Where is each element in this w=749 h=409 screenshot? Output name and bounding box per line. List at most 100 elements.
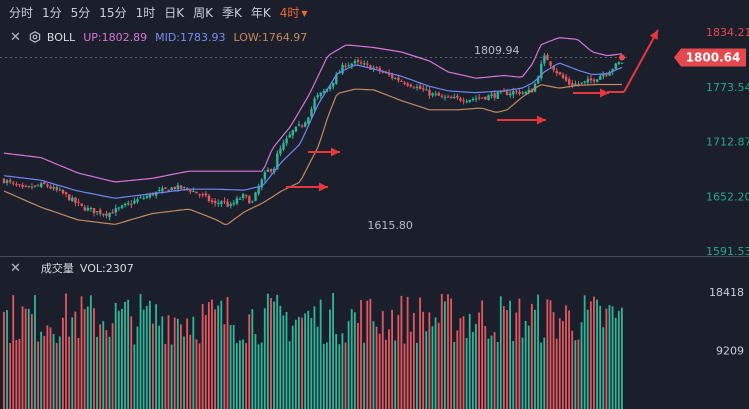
volume-bar (599, 305, 602, 409)
volume-bar (65, 293, 67, 409)
candle-body (148, 193, 152, 198)
candle-body (86, 207, 90, 211)
candle-body (369, 65, 372, 70)
volume-bar (195, 339, 198, 409)
boll-mid-value: MID:1783.93 (155, 30, 226, 44)
volume-bar (304, 313, 307, 409)
candle-body (21, 184, 24, 187)
candle-body (254, 192, 257, 201)
volume-bar (515, 312, 518, 409)
candle-body (186, 187, 189, 189)
volume-bar (589, 301, 592, 409)
last-price-dot (619, 54, 625, 61)
tab-5[interactable]: 日K (164, 4, 184, 21)
volume-bar (611, 306, 614, 409)
volume-bar (105, 330, 108, 409)
volume-bar (350, 309, 353, 409)
candle-body (89, 208, 93, 210)
candle-body (527, 89, 531, 93)
timeframe-tabs: 分时 1分 5分 15分 1时 日K 周K 季K 年K 4时 ▼ (0, 0, 749, 24)
volume-bar (18, 338, 21, 409)
candle-body (571, 83, 574, 86)
candle-body (111, 212, 114, 214)
candle-body (449, 96, 453, 99)
volume-bar (164, 343, 167, 409)
candle-body (68, 194, 71, 201)
candle-body (245, 195, 248, 197)
candle-body (282, 143, 285, 150)
tab-0[interactable]: 分时 (9, 4, 33, 21)
candle-body (611, 69, 614, 72)
volume-bar (490, 335, 493, 409)
candle-body (136, 199, 139, 202)
volume-bar (235, 343, 238, 409)
candle-body (403, 82, 406, 84)
candle-body (316, 95, 319, 98)
volume-bar (152, 323, 154, 409)
tab-9[interactable]: 4时 ▼ (280, 4, 308, 21)
candle-body (577, 83, 580, 85)
candle-body (133, 200, 136, 204)
volume-bar (89, 295, 92, 409)
candle-body (335, 74, 338, 84)
volume-bar (198, 343, 201, 409)
volume-bar (422, 311, 425, 409)
volume-bar (21, 306, 24, 409)
volume-bar (353, 312, 356, 409)
candle-body (229, 204, 232, 206)
candle-body (64, 192, 68, 195)
candle-body (291, 130, 295, 136)
volume-bar (586, 309, 589, 409)
candle-body (210, 200, 214, 203)
tab-7[interactable]: 季K (222, 4, 242, 21)
volume-bar (496, 342, 499, 409)
candle-body (207, 195, 211, 202)
price-axis-label: 1834.21 (706, 26, 749, 39)
volume-bar (614, 317, 617, 409)
tab-6[interactable]: 周K (193, 4, 213, 21)
volume-bar (117, 310, 120, 409)
candle-body (201, 194, 204, 196)
volume-value: VOL:2307 (79, 261, 134, 275)
volume-bar (518, 298, 521, 409)
volume-bar (447, 294, 449, 409)
volume-bar (176, 318, 179, 409)
volume-bar (462, 316, 465, 409)
tab-4[interactable]: 1时 (136, 4, 156, 21)
volume-bar (43, 335, 46, 409)
volume-bar (46, 325, 49, 409)
candle-body (509, 93, 512, 96)
volume-bar (484, 326, 487, 409)
current-price-tag (674, 48, 746, 67)
candle-body (387, 72, 391, 75)
candle-body (170, 187, 173, 191)
volume-bar (593, 296, 595, 409)
tab-8[interactable]: 年K (251, 4, 271, 21)
candle-body (276, 153, 279, 170)
candle-body (366, 63, 369, 65)
volume-bar (428, 312, 431, 409)
candle-body (266, 169, 270, 172)
candle-body (549, 61, 552, 66)
arrow-3-head (537, 115, 546, 125)
candle-body (176, 185, 180, 190)
volume-bar (24, 308, 27, 409)
tab-2[interactable]: 5分 (71, 4, 91, 21)
volume-bar (266, 293, 269, 409)
candle-body (61, 190, 65, 194)
volume-bar (332, 293, 334, 409)
boll-lower-line (3, 83, 622, 226)
tab-3[interactable]: 15分 (99, 4, 126, 21)
close-volume-icon[interactable]: ✕ (10, 260, 21, 276)
close-indicator-icon[interactable]: ✕ (10, 29, 21, 45)
volume-bar (617, 310, 620, 409)
tab-label: 1分 (42, 5, 62, 20)
volume-bar (555, 338, 558, 409)
settings-icon[interactable] (29, 30, 41, 44)
tab-1[interactable]: 1分 (42, 4, 62, 21)
candle-body (300, 125, 304, 127)
candle-body (120, 205, 124, 208)
candle-body (425, 89, 428, 91)
candle-body (524, 91, 527, 94)
